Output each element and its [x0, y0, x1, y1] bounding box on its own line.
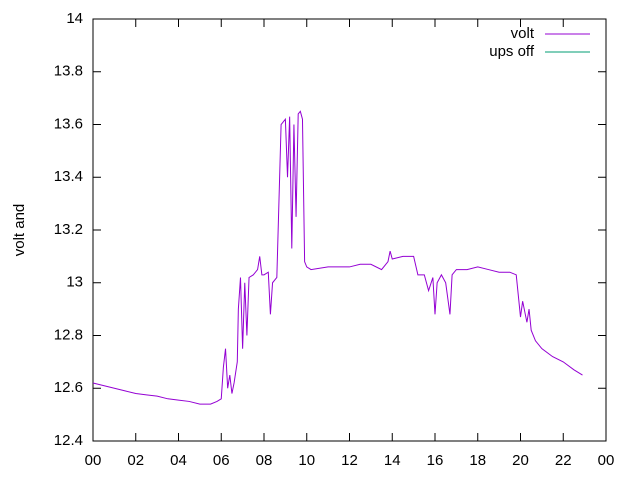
x-tick-label: 18: [469, 452, 486, 469]
y-tick-label: 12.6: [54, 379, 83, 396]
x-tick-label: 02: [127, 452, 144, 469]
y-tick-label: 13.4: [54, 168, 83, 185]
x-tick-label: 16: [427, 452, 444, 469]
y-tick-label: 13: [66, 274, 83, 291]
y-tick-label: 13.6: [54, 115, 83, 132]
x-tick-label: 14: [384, 452, 401, 469]
x-tick-label: 06: [213, 452, 230, 469]
x-tick-label: 20: [512, 452, 529, 469]
legend-label: volt: [511, 25, 535, 42]
y-tick-label: 13.8: [54, 63, 83, 80]
x-tick-label: 12: [341, 452, 358, 469]
x-tick-label: 00: [598, 452, 615, 469]
x-tick-label: 04: [170, 452, 187, 469]
x-tick-label: 10: [298, 452, 315, 469]
y-tick-label: 14: [66, 10, 83, 27]
y-axis-label: volt and: [11, 204, 28, 257]
x-tick-label: 00: [85, 452, 102, 469]
x-tick-label: 22: [555, 452, 572, 469]
y-tick-label: 12.8: [54, 326, 83, 343]
y-tick-label: 12.4: [54, 432, 83, 449]
line-series: [92, 110, 583, 405]
x-tick-label: 08: [256, 452, 273, 469]
legend-label: ups off: [489, 43, 535, 60]
plot-frame: [92, 18, 607, 442]
y-tick-label: 13.2: [54, 221, 83, 238]
